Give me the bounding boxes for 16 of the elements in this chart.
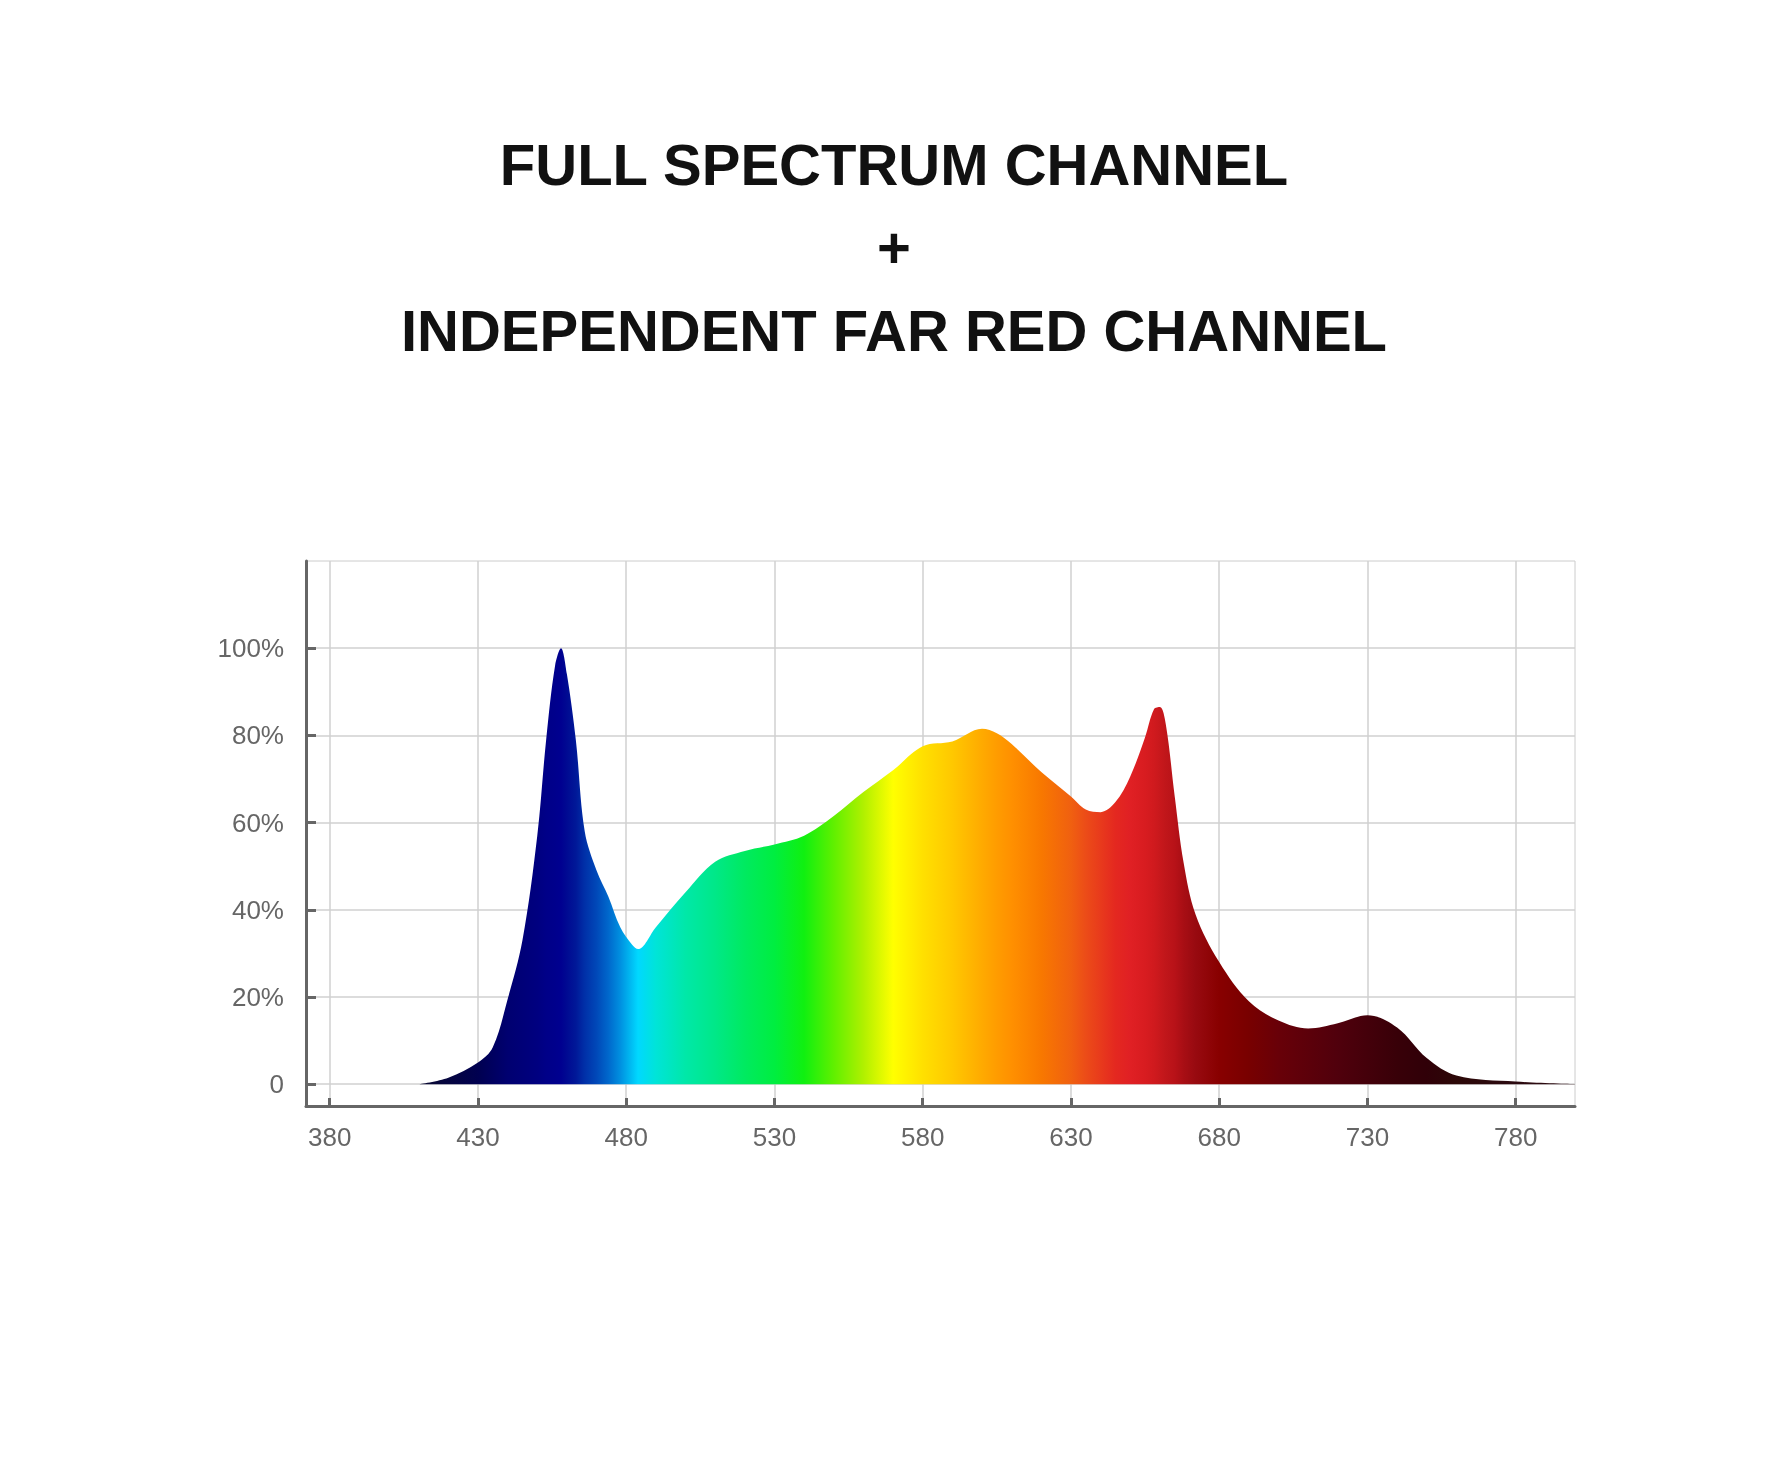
- chart-title: FULL SPECTRUM CHANNEL + INDEPENDENT FAR RED CHANNEL: [400, 132, 1388, 363]
- y-tick-label: 20%: [231, 982, 284, 1012]
- y-tick-label: 60%: [231, 807, 284, 838]
- y-tick-label: 80%: [231, 720, 284, 751]
- x-tick-label: 730: [1345, 1122, 1390, 1152]
- x-tick-label: 530: [752, 1122, 797, 1152]
- x-tick-label: 480: [604, 1122, 648, 1152]
- y-tick-label: 100%: [217, 633, 284, 664]
- x-tick-label: 680: [1197, 1122, 1241, 1152]
- x-tick-label: 580: [901, 1122, 945, 1152]
- y-tick-label: 0: [269, 1069, 284, 1100]
- x-tick-label: 430: [456, 1122, 500, 1152]
- x-tick-label: 780: [1494, 1122, 1538, 1152]
- y-tick-label: 40%: [231, 894, 284, 925]
- x-tick-label: 630: [1049, 1122, 1093, 1152]
- x-tick-label: 380: [308, 1122, 352, 1152]
